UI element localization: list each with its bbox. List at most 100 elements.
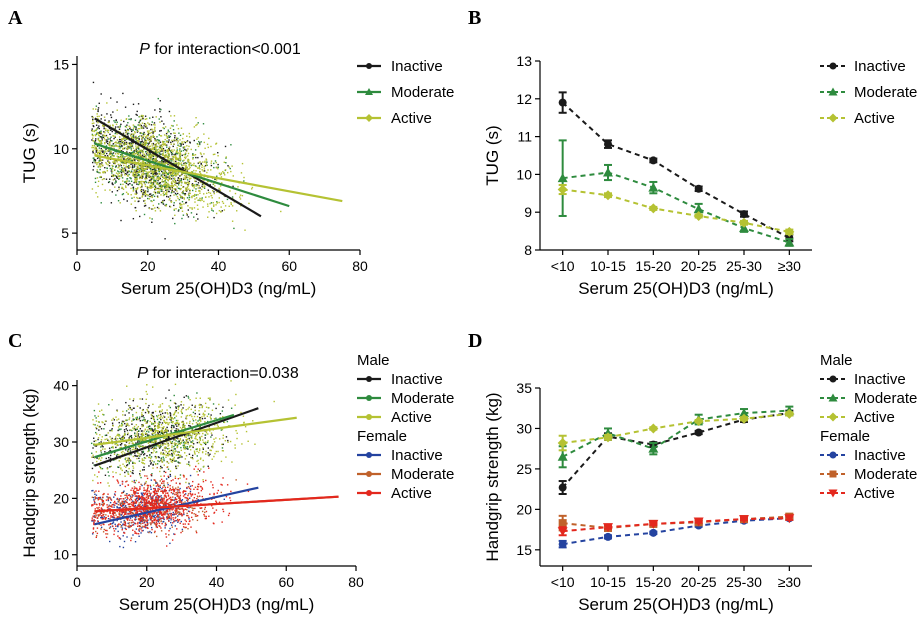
scatter-point-male-inactive [142,415,145,417]
scatter-point-male-active [195,397,197,399]
scatter-point-active [166,149,169,151]
scatter-point-male-active [203,415,205,417]
scatter-point-active [141,192,144,194]
scatter-point-moderate [225,162,227,164]
scatter-point-active [154,155,157,157]
scatter-point-male-active [209,449,211,451]
scatter-point-active [140,149,142,151]
scatter-point-active [124,146,126,149]
scatter-point-inactive [102,151,104,154]
scatter-point-active [173,160,175,162]
scatter-point-male-moderate [178,451,181,453]
scatter-point-active [189,162,192,164]
scatter-point-active [178,145,180,147]
scatter-point-active [184,182,186,184]
scatter-point-male-inactive [150,452,153,454]
scatter-point-active [137,150,139,153]
scatter-point-active [210,160,213,162]
scatter-point-male-inactive [170,442,173,445]
scatter-point-male-inactive [178,405,180,407]
scatter-point-active [94,129,96,132]
scatter-point-active [251,186,254,189]
scatter-point-active [160,145,163,147]
scatter-point-inactive [124,172,127,175]
scatter-point-active [179,163,181,165]
scatter-point-male-active [154,439,157,441]
scatter-point-active [147,135,149,137]
scatter-point-male-active [136,405,139,407]
scatter-point-male-active [113,453,116,455]
scatter-point-active [146,135,148,137]
scatter-point-active [159,149,162,152]
scatter-point-active [142,172,144,175]
scatter-point-male-active [121,453,124,455]
scatter-point-active [150,163,152,165]
scatter-point-active [130,145,132,147]
scatter-point-male-inactive [116,409,118,411]
scatter-point-inactive [204,164,207,167]
scatter-point-inactive [217,151,219,154]
scatter-point-male-inactive [92,462,94,464]
scatter-point-moderate [233,227,235,230]
scatter-point-active [103,116,106,118]
scatter-point-inactive [145,153,148,155]
scatter-point-female-inactive [173,499,175,501]
scatter-point-active [140,154,142,157]
scatter-point-female-inactive [92,520,94,522]
scatter-point-active [162,194,165,197]
scatter-point-male-moderate [187,434,189,437]
scatter-point-male-inactive [185,395,188,397]
scatter-point-male-inactive [169,413,172,415]
scatter-point-active [185,150,188,152]
scatter-point-inactive [131,141,133,143]
scatter-point-active [216,201,218,204]
scatter-point-active [140,118,142,121]
scatter-point-male-inactive [123,429,126,431]
scatter-point-female-inactive [116,519,118,522]
scatter-point-inactive [147,166,150,168]
scatter-point-male-active [169,450,171,452]
scatter-point-male-active [166,443,169,445]
scatter-point-moderate [188,196,191,199]
scatter-point-moderate [184,153,187,156]
scatter-point-male-inactive [167,452,169,455]
scatter-point-male-active [155,456,158,458]
scatter-point-active [127,193,129,195]
scatter-point-active [124,161,126,164]
scatter-point-male-active [192,418,194,420]
scatter-point-male-active [231,461,233,463]
scatter-point-active [139,115,141,118]
scatter-point-active [202,206,204,208]
scatter-point-inactive [154,109,156,111]
scatter-point-inactive [124,129,127,131]
scatter-point-active [136,171,139,174]
scatter-point-male-active [141,412,143,414]
scatter-point-inactive [144,195,147,197]
scatter-point-male-active [152,418,155,421]
scatter-point-female-inactive [143,521,146,524]
scatter-point-male-moderate [140,445,142,448]
scatter-point-active [150,186,153,189]
scatter-point-active [172,150,174,153]
scatter-point-inactive [148,176,150,178]
scatter-point-moderate [151,158,154,160]
scatter-point-active [104,135,107,137]
scatter-point-active [166,155,169,157]
scatter-point-active [149,181,151,183]
scatter-point-male-active [190,408,192,411]
scatter-point-moderate [109,167,112,170]
scatter-point-male-active [222,434,225,437]
scatter-point-inactive [136,131,139,133]
scatter-point-active [140,189,142,192]
scatter-point-moderate [131,156,134,158]
scatter-point-active [112,124,114,126]
scatter-point-male-active [168,444,170,446]
data-point-moderate [693,204,704,214]
scatter-point-active [184,189,187,192]
scatter-point-active [174,177,176,180]
scatter-point-active [209,192,212,194]
scatter-point-male-inactive [124,471,126,474]
scatter-point-male-active [201,406,203,408]
scatter-point-male-moderate [177,461,179,463]
scatter-point-active [170,184,172,187]
